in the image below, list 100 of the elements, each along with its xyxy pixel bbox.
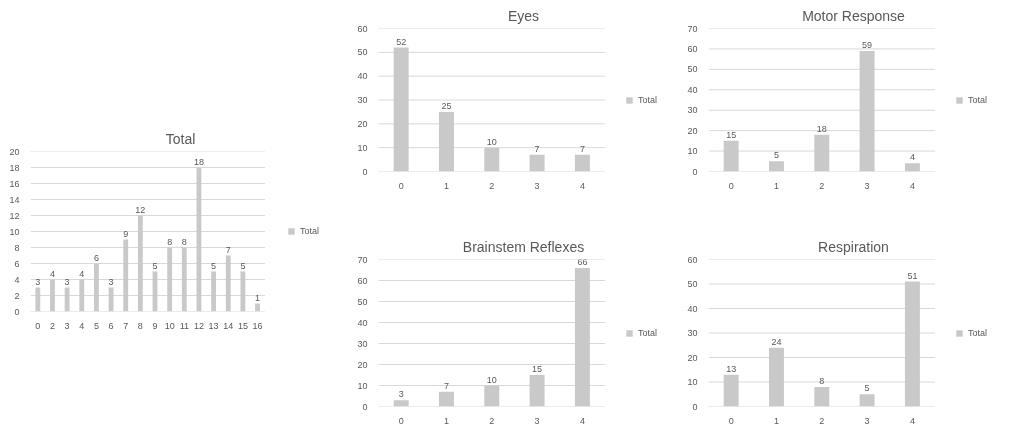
y-tick-label: 40	[357, 317, 368, 328]
data-label: 24	[771, 336, 782, 347]
x-tick-label: 3	[534, 180, 540, 191]
data-label: 51	[907, 270, 918, 281]
data-label: 5	[864, 383, 870, 394]
data-label: 4	[79, 268, 85, 279]
y-tick-label: 30	[687, 328, 698, 338]
data-label: 3	[35, 276, 41, 287]
y-tick-label: 60	[357, 23, 368, 34]
y-tick-label: 0	[692, 166, 698, 177]
x-tick-label: 11	[179, 320, 189, 331]
data-label: 8	[819, 375, 825, 386]
x-tick-label: 13	[208, 320, 219, 331]
legend-label: Total	[968, 94, 988, 105]
x-tick-label: 1	[773, 180, 779, 191]
x-tick-label: 3	[534, 415, 540, 426]
x-tick-label: 2	[819, 415, 825, 426]
legend-label: Total	[638, 327, 658, 338]
y-tick-label: 18	[9, 162, 20, 173]
x-tick-label: 16	[252, 320, 263, 331]
y-tick-label: 50	[357, 47, 368, 58]
y-tick-label: 60	[687, 43, 698, 54]
y-tick-label: 0	[362, 166, 368, 177]
y-tick-label: 6	[14, 258, 20, 269]
data-label: 5	[152, 260, 158, 271]
data-label: 7	[443, 380, 449, 391]
y-tick-label: 10	[9, 226, 20, 237]
legend-label: Total	[300, 226, 320, 236]
y-tick-label: 70	[687, 23, 698, 34]
data-label: 15	[726, 129, 737, 140]
x-tick-label: 1	[773, 415, 779, 426]
y-tick-label: 20	[9, 146, 20, 157]
y-tick-label: 30	[357, 338, 368, 349]
data-label: 3	[108, 276, 114, 287]
data-label: 7	[579, 143, 585, 154]
y-tick-label: 0	[692, 401, 698, 412]
data-label: 7	[225, 244, 231, 255]
x-tick-label: 8	[137, 320, 143, 331]
x-tick-label: 0	[398, 180, 404, 191]
y-tick-label: 20	[357, 359, 368, 370]
data-label: 6	[93, 252, 99, 263]
data-label: 15	[532, 364, 543, 374]
y-tick-label: 60	[687, 254, 698, 265]
data-label: 10	[486, 136, 497, 147]
x-tick-label: 4	[79, 320, 85, 331]
data-label: 18	[816, 123, 827, 134]
data-label: 5	[211, 260, 217, 271]
y-tick-label: 60	[357, 275, 368, 286]
x-tick-label: 1	[443, 415, 449, 426]
chart-title: Brainstem Reflexes	[462, 238, 585, 255]
data-label: 5	[773, 150, 779, 161]
y-tick-label: 10	[687, 146, 698, 157]
x-tick-label: 0	[398, 415, 404, 426]
y-tick-label: 50	[687, 279, 698, 289]
data-label: 66	[577, 256, 588, 267]
y-tick-label: 50	[687, 64, 698, 75]
x-tick-label: 9	[152, 320, 158, 331]
data-label: 25	[441, 100, 452, 111]
x-tick-label: 2	[819, 180, 825, 191]
x-tick-label: 12	[193, 320, 204, 331]
x-tick-label: 1	[443, 180, 449, 191]
data-label: 52	[396, 36, 407, 47]
y-tick-label: 10	[357, 380, 368, 391]
chart-title: Total	[165, 130, 196, 147]
data-label: 13	[726, 363, 737, 374]
y-tick-label: 2	[14, 290, 20, 301]
data-label: 1	[255, 292, 261, 303]
x-tick-label: 4	[909, 180, 915, 191]
y-tick-label: 0	[14, 306, 20, 317]
y-tick-label: 0	[362, 401, 368, 412]
y-tick-label: 20	[687, 125, 698, 136]
y-tick-label: 30	[687, 105, 698, 116]
data-label: 4	[49, 268, 55, 279]
y-tick-label: 40	[357, 71, 368, 82]
y-tick-label: 30	[357, 95, 368, 105]
data-label: 18	[193, 156, 204, 167]
legend-label: Total	[638, 94, 658, 105]
y-tick-label: 4	[14, 274, 20, 285]
legend-label: Total	[968, 327, 988, 338]
data-label: 3	[64, 276, 70, 287]
chart-title: Eyes	[507, 7, 540, 24]
x-tick-label: 14	[223, 320, 234, 331]
x-tick-label: 4	[579, 180, 585, 191]
x-tick-label: 3	[864, 415, 870, 426]
x-tick-label: 15	[237, 320, 248, 331]
data-label: 3	[398, 389, 404, 400]
y-tick-label: 20	[357, 118, 368, 129]
data-label: 12	[135, 204, 146, 215]
data-label: 10	[486, 374, 497, 385]
x-tick-label: 2	[489, 180, 495, 191]
y-tick-label: 10	[687, 377, 698, 387]
data-label: 7	[534, 143, 540, 154]
x-tick-label: 3	[64, 320, 70, 331]
data-label: 4	[909, 152, 915, 163]
x-tick-label: 10	[164, 320, 175, 331]
data-label: 59	[862, 39, 873, 50]
x-tick-label: 6	[108, 320, 114, 331]
x-tick-label: 7	[123, 320, 129, 331]
y-tick-label: 40	[687, 84, 698, 95]
y-tick-label: 70	[357, 254, 368, 265]
